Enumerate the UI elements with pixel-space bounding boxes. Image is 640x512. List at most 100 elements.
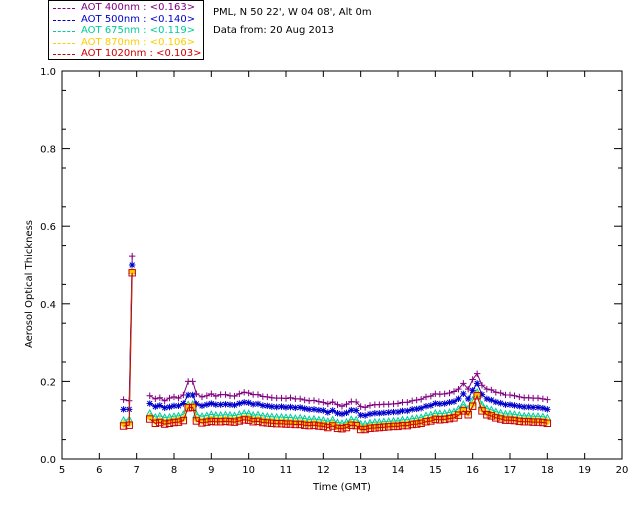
data-point <box>128 252 136 260</box>
data-point <box>128 269 136 277</box>
x-tick-label: 8 <box>171 465 177 476</box>
data-point <box>473 392 481 400</box>
data-point <box>352 421 360 430</box>
data-point <box>534 394 542 402</box>
data-point <box>249 401 257 408</box>
series-4 <box>119 269 552 434</box>
data-point <box>170 418 178 427</box>
data-point <box>203 401 211 408</box>
data-point <box>492 389 500 396</box>
data-point <box>473 380 481 387</box>
data-point <box>231 401 238 409</box>
data-point <box>170 393 178 401</box>
data-point <box>310 406 318 413</box>
series-0 <box>120 252 551 411</box>
data-point <box>343 409 350 417</box>
data-point <box>264 393 271 401</box>
data-point <box>487 412 496 420</box>
data-point <box>460 380 467 387</box>
data-point <box>534 404 542 411</box>
data-point <box>417 396 425 403</box>
data-point <box>389 422 398 431</box>
data-point <box>175 394 182 402</box>
data-point <box>301 405 308 412</box>
data-point <box>506 401 514 408</box>
legend-label: AOT 400nm : <0.163> <box>81 2 196 13</box>
data-point <box>483 395 491 403</box>
data-point <box>156 394 164 401</box>
data-point <box>179 416 188 425</box>
data-point <box>320 407 327 414</box>
data-point <box>398 421 407 430</box>
data-point <box>300 421 309 429</box>
site-info: PML, N 50 22', W 04 08', Alt 0m <box>213 7 372 18</box>
data-point <box>366 424 374 433</box>
data-point <box>469 387 476 394</box>
y-tick-label: 0.2 <box>40 377 56 388</box>
data-point <box>492 414 500 422</box>
data-point <box>516 393 523 401</box>
data-point <box>483 411 491 419</box>
data-point <box>161 397 168 404</box>
y-tick-label: 0.6 <box>40 222 56 233</box>
data-point <box>436 400 444 408</box>
data-point <box>417 404 425 412</box>
data-point <box>240 416 248 424</box>
data-point <box>146 415 154 423</box>
data-point <box>544 396 551 403</box>
data-point <box>222 401 229 408</box>
data-point <box>455 385 462 393</box>
data-point <box>334 410 341 417</box>
data-point <box>394 422 402 431</box>
legend-entry: AOT 870nm : <0.106> <box>49 37 205 49</box>
data-point <box>230 418 239 426</box>
data-point <box>478 407 486 415</box>
data-point <box>454 411 463 419</box>
data-point <box>403 421 412 430</box>
data-point <box>427 392 435 400</box>
data-point <box>431 415 440 424</box>
data-point <box>198 419 206 427</box>
data-point <box>296 404 304 411</box>
data-point <box>432 400 439 407</box>
data-point <box>231 392 238 400</box>
data-point <box>357 411 364 419</box>
legend-label: AOT 870nm : <0.106> <box>81 36 196 48</box>
legend-swatch <box>53 8 75 9</box>
data-point <box>468 402 477 410</box>
data-point <box>235 417 244 425</box>
data-point <box>268 403 276 410</box>
axis-ticks: 5 6 7 8 9 10 11 12 13 14 15 16 17 18 19 20 0.0 0.2 0.4 0.6 0… <box>40 67 628 476</box>
data-point <box>236 390 243 398</box>
data-point <box>539 418 547 427</box>
data-point <box>156 418 164 427</box>
data-point <box>203 418 211 426</box>
legend-entry: AOT 1020nm : <0.103> <box>49 48 205 60</box>
data-point <box>427 402 435 409</box>
data-point <box>464 395 472 403</box>
data-point <box>464 385 472 393</box>
data-point <box>539 404 547 412</box>
data-point <box>120 396 127 403</box>
series-layer <box>119 252 552 434</box>
data-point <box>189 378 196 385</box>
data-point <box>506 416 514 424</box>
data-point <box>156 402 164 409</box>
data-point <box>324 423 332 432</box>
date-info: Data from: 20 Aug 2013 <box>213 25 334 36</box>
data-point <box>422 393 430 401</box>
data-point <box>198 393 206 401</box>
data-point <box>404 407 411 415</box>
data-point <box>342 423 351 432</box>
data-point <box>119 422 128 430</box>
data-point <box>189 391 196 399</box>
legend-label: AOT 500nm : <0.140> <box>81 13 196 25</box>
y-tick-label: 1.0 <box>40 67 56 78</box>
data-point <box>203 392 211 399</box>
data-point <box>371 424 379 432</box>
data-point <box>338 410 346 418</box>
data-point <box>366 402 374 409</box>
data-point <box>305 406 313 413</box>
data-point <box>264 402 271 410</box>
data-point <box>170 402 178 410</box>
